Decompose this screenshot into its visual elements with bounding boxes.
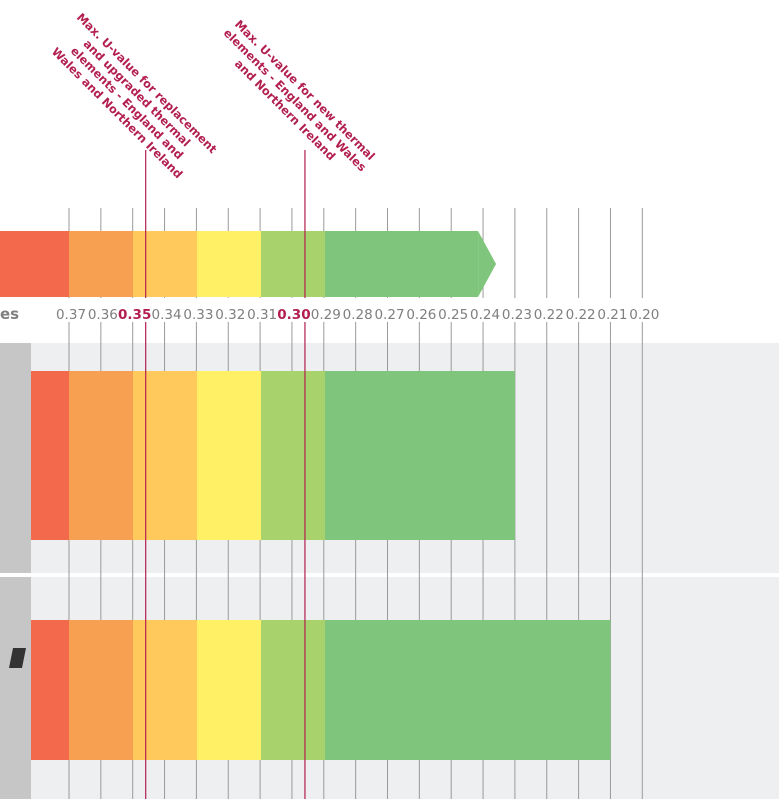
x-tick-label: 0.24 [470,307,500,323]
x-tick-label: 0.32 [215,307,245,323]
x-tick-label: 0.27 [374,307,404,323]
reference-lines [145,150,306,799]
bar-segment [133,371,197,540]
reference-annotation: Max. U-value for replacementand upgraded… [44,10,220,186]
x-tick-labels: 0.37 0.36 0.35 0.34 0.33 0.32 0.31 0.30 0.29 0.28… [56,307,659,323]
x-tick-label: 0.20 [629,307,659,323]
scale-arrow-head [478,231,497,297]
bar-segment [197,371,261,540]
x-tick-label: 0.23 [502,307,532,323]
x-tick-label: 0.35 [118,307,151,323]
bar-segment [325,620,611,760]
bar-segment [31,371,69,540]
scale-band [261,231,325,297]
bar-segment [69,620,133,760]
bars [31,371,611,760]
x-tick-label: 0.30 [277,307,310,323]
x-tick-label: 0.36 [88,307,118,323]
scale-band [325,231,479,297]
scale-band [0,231,69,297]
bar-segment [31,620,69,760]
x-tick-label: 0.22 [534,307,564,323]
scale-band [69,231,133,297]
row-header [0,343,31,573]
row-header [0,577,31,799]
scale-band [197,231,261,297]
bar-segment [325,371,515,540]
x-tick-label: 0.21 [597,307,627,323]
bar-segment [197,620,261,760]
x-tick-label: 0.29 [311,307,341,323]
bar-segment [261,620,325,760]
bar-segment [133,620,197,760]
x-tick-label: 0.25 [438,307,468,323]
axis-caption: es [0,305,19,323]
bar-segment [261,371,325,540]
x-tick-label: 0.34 [152,307,182,323]
x-tick-label: 0.31 [247,307,277,323]
x-tick-label: 0.22 [566,307,596,323]
reference-annotation: Max. U-value for new thermalelements - E… [211,16,379,184]
x-tick-label: 0.37 [56,307,86,323]
scale-arrow [0,231,497,297]
x-tick-label: 0.28 [343,307,373,323]
x-tick-label: 0.26 [406,307,436,323]
scale-band [133,231,197,297]
reference-annotations: Max. U-value for replacementand upgraded… [44,10,379,186]
row-header-mark [9,648,26,668]
x-tick-label: 0.33 [183,307,213,323]
bar-segment [69,371,133,540]
